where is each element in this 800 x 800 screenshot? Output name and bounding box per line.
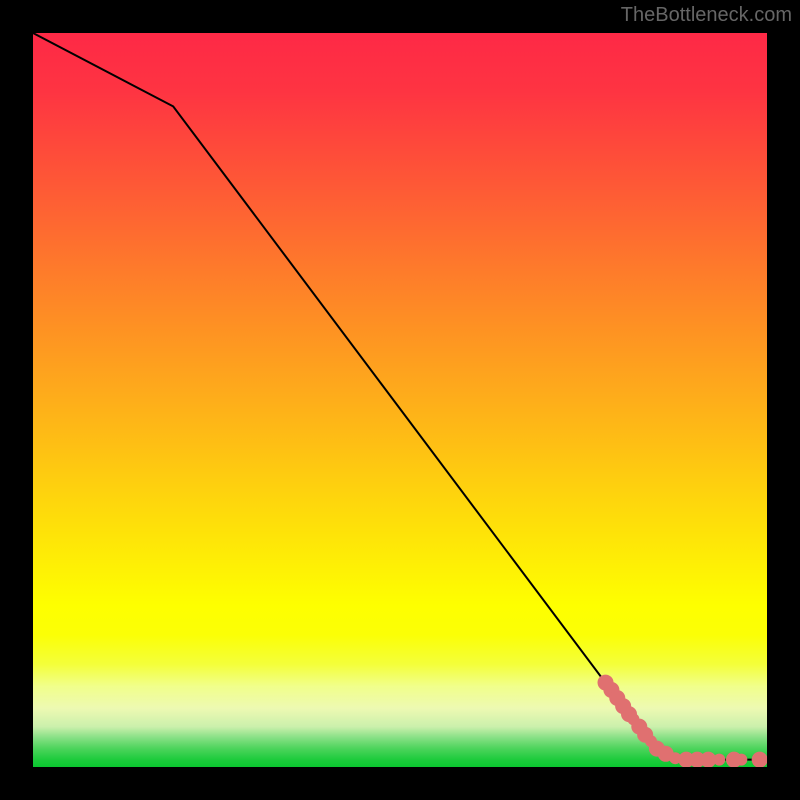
scatter-point [752,752,767,767]
plot-area [33,33,767,767]
scatter-point [713,754,725,766]
scatter-points [598,675,767,767]
watermark-text: TheBottleneck.com [621,4,792,27]
scatter-point [735,754,747,766]
trend-line [33,33,767,760]
chart-overlay [33,33,767,767]
